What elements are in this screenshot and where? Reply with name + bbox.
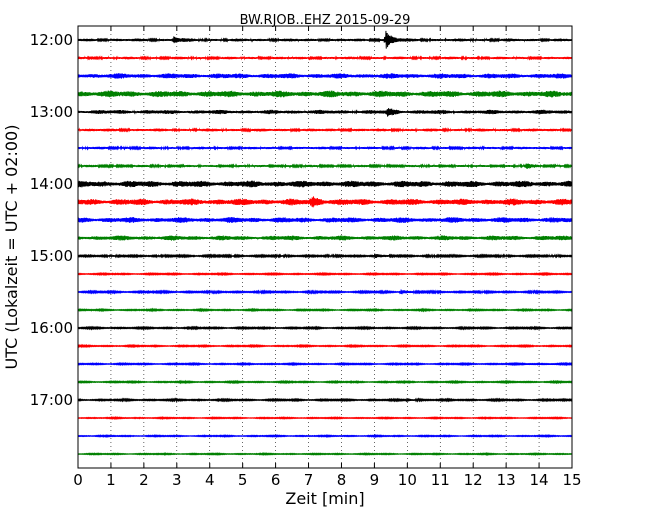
grid [110,26,540,468]
seismic-trace [77,235,573,241]
seismic-trace [77,451,573,457]
seismic-trace [77,30,573,49]
plot-frame [77,25,573,469]
x-axis-label: Zeit [min] [285,489,364,508]
seismic-trace [77,90,573,98]
seismic-trace [77,271,573,277]
y-tick-label: 12:00 [30,31,73,49]
x-axis: 0 1 2 3 4 5 6 7 8 9 10 11 12 13 14 15 [73,26,582,489]
y-tick-label: 17:00 [30,391,73,409]
x-tick-label: 1 [106,471,116,489]
seismic-trace [77,361,573,367]
seismic-trace [77,397,573,403]
x-tick-label: 3 [172,471,182,489]
seismic-trace [77,180,573,188]
y-axis: 12:00 13:00 14:00 15:00 16:00 17:00 [30,31,572,409]
seismic-trace [77,415,573,421]
y-tick-label: 15:00 [30,247,73,265]
seismic-trace [77,127,573,133]
x-tick-label: 2 [139,471,149,489]
x-tick-label: 13 [497,471,516,489]
y-tick-label: 16:00 [30,319,73,337]
seismic-trace [77,217,573,223]
x-tick-label: 5 [238,471,248,489]
seismic-trace [77,307,573,313]
seismic-trace [77,289,573,295]
x-tick-label: 7 [304,471,314,489]
seismic-trace [77,73,573,79]
x-tick-label: 8 [337,471,347,489]
x-tick-label: 6 [271,471,281,489]
y-axis-label: UTC (Lokalzeit = UTC + 02:00) [2,125,21,370]
seismic-trace [77,55,573,61]
x-tick-label: 15 [562,471,581,489]
seismic-trace [77,343,573,349]
x-tick-label: 10 [398,471,417,489]
seismic-trace [77,196,573,208]
x-tick-label: 14 [530,471,549,489]
seismic-trace [77,433,573,439]
traces [77,30,573,457]
seismic-trace [77,379,573,385]
x-tick-label: 0 [73,471,83,489]
y-tick-label: 14:00 [30,175,73,193]
y-tick-label: 13:00 [30,103,73,121]
seismic-trace [77,325,573,331]
seismic-trace [77,108,573,117]
seismic-trace [77,145,573,151]
x-tick-label: 12 [464,471,483,489]
x-tick-label: 9 [370,471,380,489]
x-tick-label: 4 [205,471,215,489]
seismic-trace [77,163,573,169]
chart-title: BW.RJOB..EHZ 2015-09-29 [240,13,411,28]
x-tick-label: 11 [431,471,450,489]
seismic-trace [77,253,573,259]
